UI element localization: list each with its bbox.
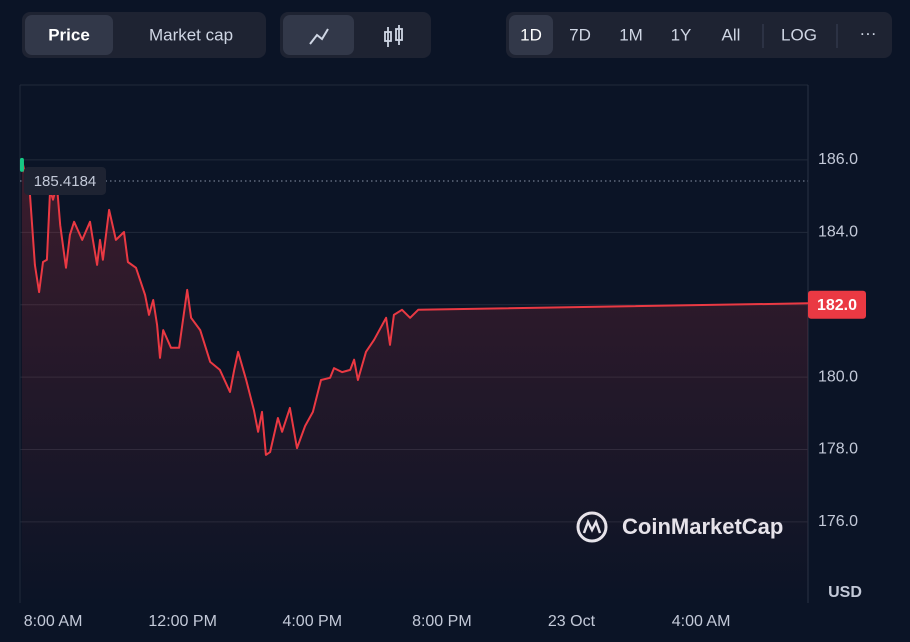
y-tick-label: 180.0 (818, 368, 858, 385)
line-icon (309, 28, 329, 45)
range-all[interactable]: All (722, 25, 741, 44)
x-tick-label: 4:00 AM (672, 613, 731, 630)
price-button[interactable] (25, 15, 113, 55)
x-tick-label: 23 Oct (548, 613, 596, 630)
current-price-box (808, 290, 866, 319)
market-cap-button[interactable]: Market cap (149, 25, 233, 44)
y-tick-label: 178.0 (818, 441, 858, 458)
current-price-label: 182.0 (817, 297, 857, 314)
start-point (19, 157, 24, 172)
area (21, 159, 808, 603)
price-label[interactable]: Price (48, 25, 90, 44)
currency-label: USD (828, 584, 862, 601)
candle-icon[interactable] (384, 25, 403, 47)
range-toggle (506, 12, 892, 58)
range-1d-button[interactable] (509, 15, 553, 55)
x-tick-label: 8:00 PM (412, 613, 472, 630)
range-1m[interactable]: 1M (619, 25, 643, 44)
y-tick-label: 176.0 (818, 513, 858, 530)
x-tick-label: 4:00 PM (282, 613, 342, 630)
reference-label: 185.4184 (34, 173, 97, 190)
y-tick-label: 186.0 (818, 151, 858, 168)
x-tick-label: 8:00 AM (24, 613, 83, 630)
y-tick-label: 184.0 (818, 224, 858, 241)
range-1y[interactable]: 1Y (671, 25, 692, 44)
x-tick-label: 12:00 PM (148, 613, 216, 630)
reference-label-box (24, 166, 106, 195)
log-button[interactable]: LOG (781, 25, 817, 44)
more-button[interactable]: ··· (860, 23, 877, 42)
price-line (20, 159, 809, 456)
range-1d[interactable]: 1D (520, 25, 542, 44)
range-7d[interactable]: 7D (569, 25, 591, 44)
